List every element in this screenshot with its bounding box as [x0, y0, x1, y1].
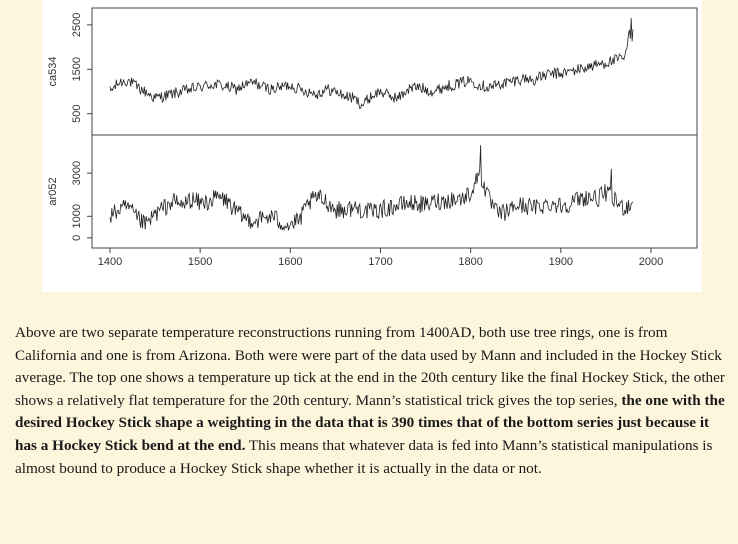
- plot-frame: [91, 7, 698, 249]
- x-tick-label-1800: 1800: [458, 256, 482, 268]
- series-line-ca534: [109, 18, 634, 110]
- y-tick-label-0-1500: 1500: [71, 57, 83, 81]
- series-line-ar052: [109, 145, 634, 232]
- chart-figure: 500 1500 2500 ca534 0 1000 3000 ar052 1400 1500 16…: [47, 7, 698, 268]
- x-tick-label-2000: 2000: [639, 256, 663, 268]
- x-tick-label-1600: 1600: [278, 256, 302, 268]
- chart-panel: 500 1500 2500 ca534 0 1000 3000 ar052 1400 1500 16…: [42, 0, 702, 292]
- x-tick-label-1700: 1700: [368, 256, 392, 268]
- y-tick-label-0-2500: 2500: [71, 13, 83, 37]
- y-tick-label-0-500: 500: [71, 105, 83, 123]
- caption-text-1: Above are two separate temperature recon…: [15, 324, 725, 409]
- x-tick-label-1400: 1400: [98, 256, 122, 268]
- y-axis-label-ca534: ca534: [47, 57, 59, 87]
- x-tick-label-1900: 1900: [549, 256, 573, 268]
- caption-bold-text: the one with the desired Hockey Stick sh…: [15, 391, 725, 454]
- y-axis-label-ar052: ar052: [47, 177, 59, 205]
- y-tick-label-1-1000: 1000: [71, 204, 83, 228]
- caption-text-2: This means that whatever data is fed int…: [15, 436, 713, 477]
- x-tick-label-1500: 1500: [188, 256, 212, 268]
- y-tick-label-1-3000: 3000: [71, 161, 83, 185]
- y-tick-label-1-0: 0: [71, 235, 83, 241]
- caption-paragraph: Above are two separate temperature recon…: [15, 322, 727, 480]
